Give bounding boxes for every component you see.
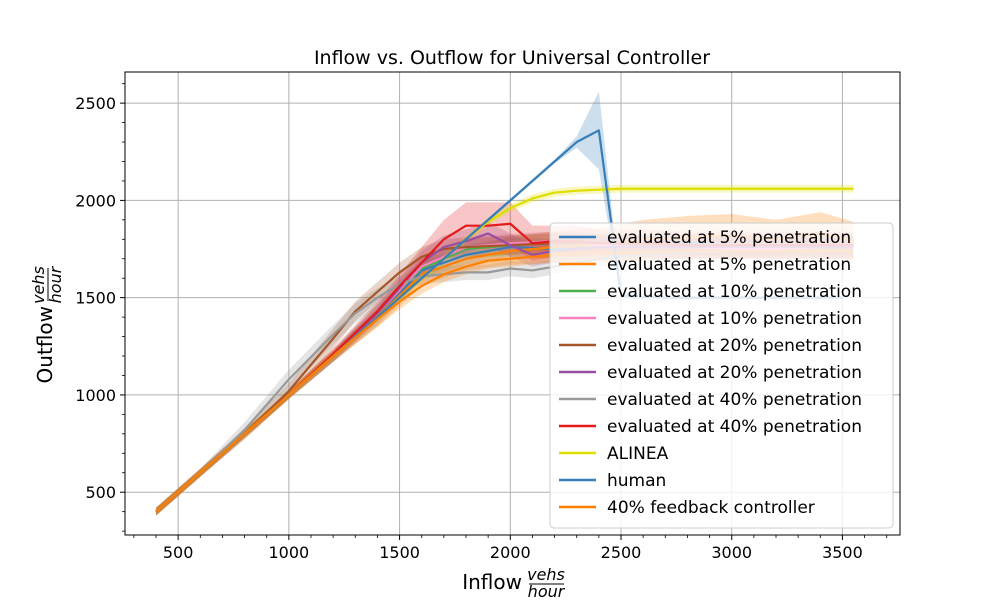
x-tick-label: 3500: [822, 543, 863, 562]
y-tick-label: 2000: [75, 191, 116, 210]
y-unit-numerator: vehs: [29, 266, 48, 304]
legend-entry: evaluated at 20% penetration: [607, 336, 862, 356]
x-axis-label: Inflow vehs hour: [462, 565, 566, 600]
band-series-6: [156, 243, 854, 516]
x-unit-numerator: vehs: [527, 565, 565, 584]
x-tick-label: 500: [163, 543, 194, 562]
x-tick-label: 2000: [490, 543, 531, 562]
legend-entry: evaluated at 10% penetration: [607, 282, 862, 302]
legend: evaluated at 5% penetration evaluated at …: [549, 222, 894, 529]
legend-entry: human: [607, 471, 666, 491]
legend-entry: evaluated at 5% penetration: [607, 255, 851, 275]
legend-box: [549, 222, 894, 529]
legend-entry: evaluated at 5% penetration: [607, 228, 851, 248]
x-tick-label: 1000: [268, 543, 309, 562]
legend-entry: evaluated at 20% penetration: [607, 363, 862, 383]
y-tick-label: 1000: [75, 386, 116, 405]
legend-entry: evaluated at 40% penetration: [607, 417, 862, 437]
x-tick-label: 2500: [601, 543, 642, 562]
y-tick-label: 1500: [75, 289, 116, 308]
legend-entry: 40% feedback controller: [607, 498, 815, 518]
y-unit-denominator: hour: [46, 265, 65, 303]
chart-title: Inflow vs. Outflow for Universal Control…: [314, 47, 710, 69]
x-tick-label: 1500: [379, 543, 420, 562]
y-axis-label-text: Outflow: [33, 306, 57, 383]
y-tick-label: 500: [85, 483, 116, 502]
plot-frame: [124, 71, 901, 536]
y-axis-label: Outflow vehs hour: [29, 265, 65, 383]
x-axis-label-text: Inflow: [462, 570, 522, 594]
x-unit-denominator: hour: [528, 582, 566, 600]
x-tick-label: 3000: [711, 543, 752, 562]
legend-entry: ALINEA: [607, 444, 669, 464]
legend-entry: evaluated at 40% penetration: [607, 390, 862, 410]
y-tick-label: 2500: [75, 94, 116, 113]
legend-entry: evaluated at 10% penetration: [607, 309, 862, 329]
axis-ticks: 500 1000 1500 2000 2500 3000 3500 500 1000 1500 20…: [75, 83, 888, 562]
